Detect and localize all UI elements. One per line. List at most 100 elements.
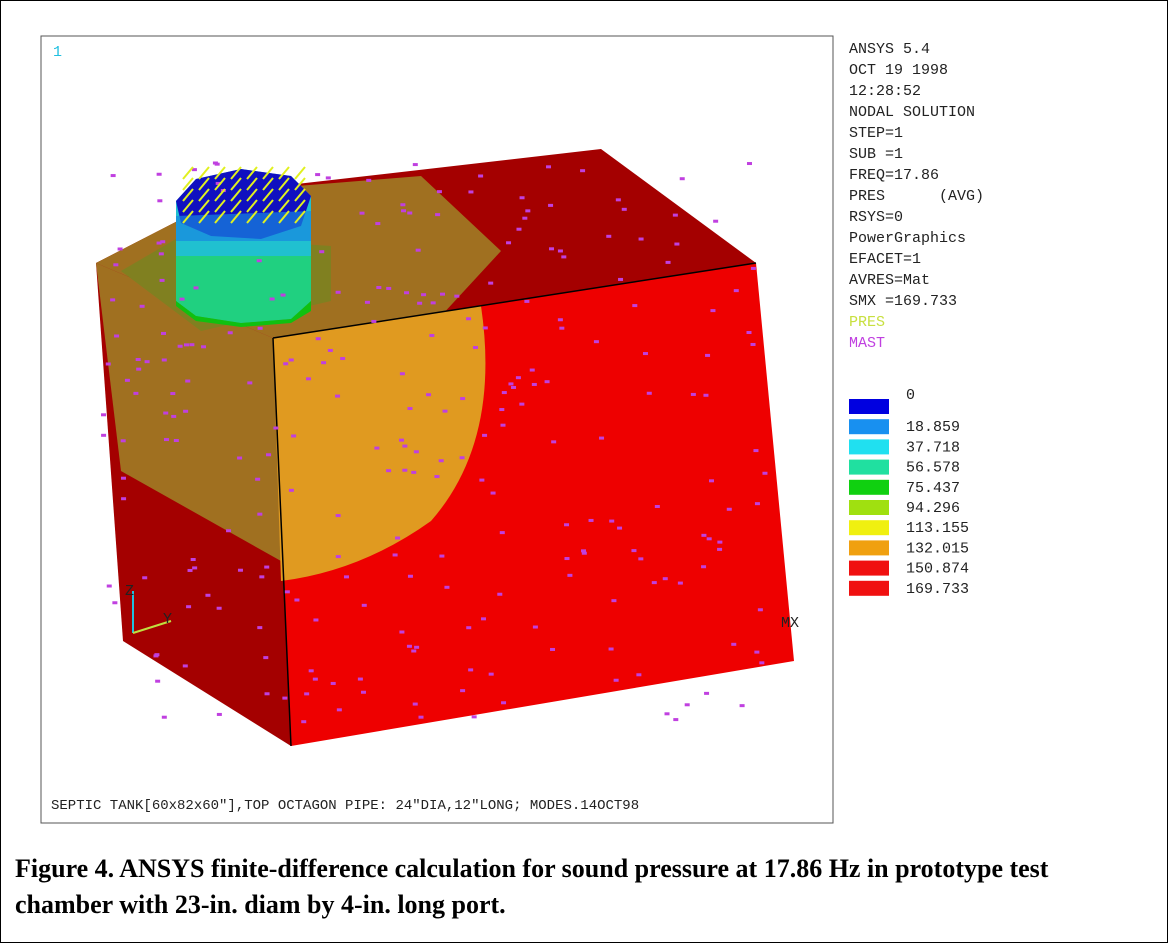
mast-symbol — [550, 648, 555, 651]
mast-symbol — [140, 305, 145, 308]
mast-symbol — [136, 368, 141, 371]
mast-symbol — [226, 529, 231, 532]
page: 1 Z Y MX ANSYS 5.4OCT 19 199812:28:52NOD… — [0, 0, 1168, 943]
mast-symbol — [559, 327, 564, 330]
mast-symbol — [639, 238, 644, 241]
info-line: ANSYS 5.4 — [849, 41, 930, 58]
mast-symbol — [516, 228, 521, 231]
mast-symbol — [479, 479, 484, 482]
mast-symbol — [321, 361, 326, 364]
mast-symbol — [145, 360, 150, 363]
axis-z: Z — [125, 583, 134, 600]
mast-symbol — [335, 395, 340, 398]
mast-symbol — [558, 249, 563, 252]
mast-symbol — [402, 445, 407, 448]
mast-symbol — [520, 196, 525, 199]
mast-symbol — [306, 377, 311, 380]
mast-symbol — [652, 581, 657, 584]
mast-symbol — [701, 565, 706, 568]
mast-symbol — [273, 427, 278, 430]
mast-symbol — [564, 557, 569, 560]
mast-symbol — [468, 668, 473, 671]
mast-symbol — [500, 531, 505, 534]
mast-symbol — [594, 340, 599, 343]
mast-symbol — [411, 471, 416, 474]
mast-symbol — [501, 701, 506, 704]
mast-symbol — [107, 585, 112, 588]
mast-symbol — [440, 293, 445, 296]
mast-symbol — [481, 617, 486, 620]
mast-symbol — [609, 520, 614, 523]
mast-symbol — [525, 209, 530, 212]
legend-label: 132.015 — [906, 540, 969, 557]
mast-symbol — [580, 169, 585, 172]
mast-symbol — [533, 626, 538, 629]
mast-symbol — [599, 437, 604, 440]
info-line: 12:28:52 — [849, 83, 921, 100]
mast-symbol — [331, 682, 336, 685]
mast-symbol — [375, 222, 380, 225]
mast-symbol — [361, 691, 366, 694]
mast-symbol — [336, 555, 341, 558]
mast-symbol — [101, 434, 106, 437]
mast-symbol — [247, 381, 252, 384]
mast-symbol — [439, 555, 444, 558]
mast-symbol — [257, 259, 262, 262]
mast-symbol — [264, 566, 269, 569]
axis-x: MX — [781, 615, 799, 632]
mast-symbol — [747, 162, 752, 165]
mast-symbol — [704, 692, 709, 695]
mast-symbol — [304, 692, 309, 695]
mast-symbol — [186, 605, 191, 608]
mast-symbol — [643, 352, 648, 355]
mast-symbol — [546, 165, 551, 168]
legend-swatch — [849, 500, 889, 515]
legend-label: 169.733 — [906, 581, 969, 598]
mast-symbol — [614, 679, 619, 682]
mast-symbol — [265, 692, 270, 695]
mast-symbol — [217, 607, 222, 610]
mast-symbol — [426, 393, 431, 396]
mast-symbol — [155, 680, 160, 683]
legend-swatch — [849, 439, 889, 454]
legend-swatch — [849, 581, 889, 596]
mast-symbol — [162, 716, 167, 719]
mast-symbol — [215, 163, 220, 166]
mast-symbol — [157, 242, 162, 245]
mast-symbol — [400, 372, 405, 375]
mast-symbol — [663, 577, 668, 580]
mast-symbol — [376, 286, 381, 289]
mast-symbol — [365, 301, 370, 304]
mast-symbol — [257, 513, 262, 516]
mast-symbol — [674, 243, 679, 246]
mast-symbol — [118, 247, 123, 250]
mast-symbol — [121, 439, 126, 442]
mast-symbol — [466, 317, 471, 320]
mast-symbol — [506, 241, 511, 244]
mast-symbol — [404, 291, 409, 294]
mast-symbol — [189, 343, 194, 346]
mast-symbol — [270, 297, 275, 300]
mast-symbol — [705, 354, 710, 357]
mast-symbol — [532, 383, 537, 386]
legend-label: 94.296 — [906, 500, 960, 517]
mast-symbol — [611, 599, 616, 602]
load-label: MAST — [849, 335, 885, 352]
mast-symbol — [188, 569, 193, 572]
mast-symbol — [491, 492, 496, 495]
mast-symbol — [283, 362, 288, 365]
mast-symbol — [478, 174, 483, 177]
legend-swatch — [849, 460, 889, 475]
mast-symbol — [589, 519, 594, 522]
mast-symbol — [160, 279, 165, 282]
mast-symbol — [174, 439, 179, 442]
mast-symbol — [489, 673, 494, 676]
info-line: FREQ=17.86 — [849, 167, 939, 184]
info-line: STEP=1 — [849, 125, 903, 142]
mast-symbol — [358, 678, 363, 681]
mast-symbol — [561, 255, 566, 258]
axis-y: Y — [163, 611, 172, 628]
mast-symbol — [237, 457, 242, 460]
mast-symbol — [411, 649, 416, 652]
mast-symbol — [460, 397, 465, 400]
